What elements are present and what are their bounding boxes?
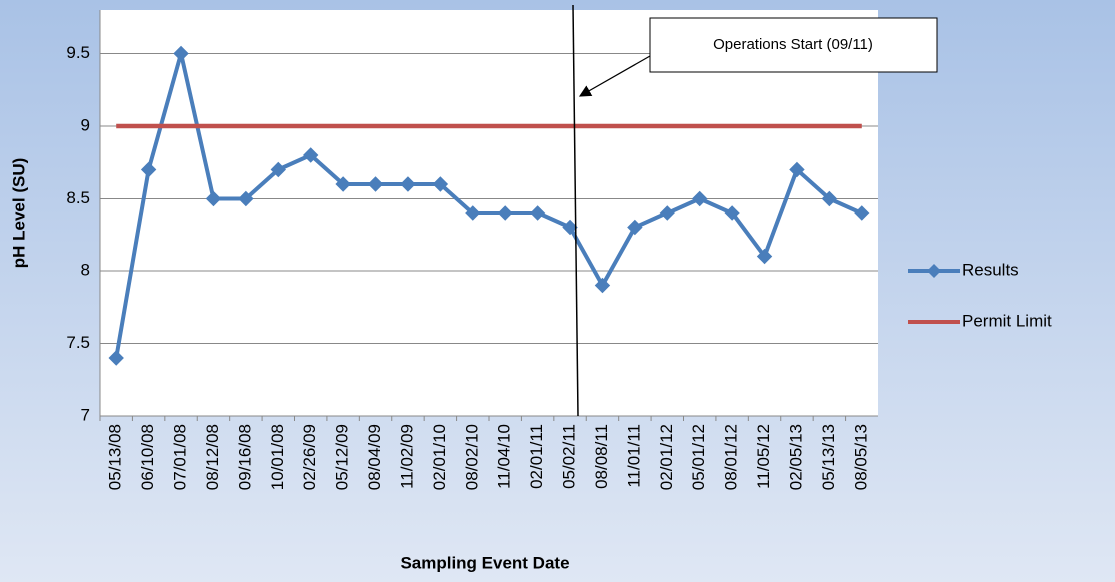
point <box>400 176 416 192</box>
y-tick-label: 9.5 <box>66 43 90 62</box>
point <box>108 350 124 366</box>
x-tick-label: 02/05/13 <box>786 424 805 490</box>
point <box>627 219 643 236</box>
point <box>335 176 351 192</box>
point <box>432 176 449 192</box>
x-tick-label: 09/16/08 <box>235 424 254 490</box>
x-tick-label: 05/02/11 <box>560 424 579 489</box>
point <box>692 190 708 207</box>
x-tick-label: 08/02/10 <box>462 424 481 490</box>
x-tick-label: 08/05/13 <box>851 424 870 490</box>
annotation-arrow <box>578 55 651 97</box>
x-tick-label: 07/01/08 <box>171 424 190 490</box>
point <box>367 176 384 192</box>
x-tick-label: 11/04/10 <box>495 424 514 489</box>
point <box>205 190 222 207</box>
point <box>140 161 157 178</box>
x-tick-label: 02/01/12 <box>657 424 676 490</box>
y-tick-label: 7.5 <box>66 333 90 352</box>
x-tick-label: 06/10/08 <box>138 424 157 490</box>
x-tick-label: 11/01/11 <box>624 424 643 488</box>
point <box>465 205 481 221</box>
x-tick-label: 05/01/12 <box>689 424 708 490</box>
y-axis-title: pH Level (SU) <box>9 158 28 269</box>
x-tick-label: 02/01/11 <box>527 424 546 489</box>
legend-label: Permit Limit <box>962 311 1052 330</box>
legend-marker <box>927 264 941 278</box>
point <box>497 205 513 221</box>
point <box>238 190 254 207</box>
x-tick-label: 05/13/13 <box>819 424 838 490</box>
point <box>854 205 870 221</box>
point <box>529 205 546 221</box>
point <box>724 205 740 221</box>
point <box>173 45 189 62</box>
x-tick-label: 10/01/08 <box>268 424 287 490</box>
legend-label: Results <box>962 260 1019 279</box>
y-tick-label: 9 <box>81 115 90 134</box>
point <box>270 161 286 178</box>
x-tick-label: 11/05/12 <box>754 424 773 489</box>
point <box>659 205 675 221</box>
x-tick-label: 08/12/08 <box>203 424 222 490</box>
point <box>303 147 319 163</box>
x-tick-label: 11/02/09 <box>397 424 416 489</box>
point <box>594 277 611 294</box>
point <box>756 248 773 265</box>
x-tick-label: 02/26/09 <box>300 424 319 490</box>
y-tick-label: 8.5 <box>66 188 90 207</box>
x-tick-label: 05/13/08 <box>106 424 125 490</box>
y-tick-label: 8 <box>81 260 90 279</box>
x-tick-label: 02/01/10 <box>430 424 449 490</box>
x-tick-label: 08/08/11 <box>592 424 611 489</box>
point <box>562 219 578 236</box>
y-tick-label: 7 <box>81 405 90 424</box>
x-tick-label: 08/04/09 <box>365 424 384 490</box>
x-axis-title: Sampling Event Date <box>400 553 569 572</box>
point <box>821 190 838 207</box>
x-tick-label: 05/12/09 <box>333 424 352 490</box>
annotation-box <box>649 17 938 73</box>
event-line <box>572 4 579 417</box>
annotation: Operations Start (09/11) <box>713 36 873 53</box>
point <box>789 161 805 178</box>
x-tick-label: 08/01/12 <box>722 424 741 490</box>
